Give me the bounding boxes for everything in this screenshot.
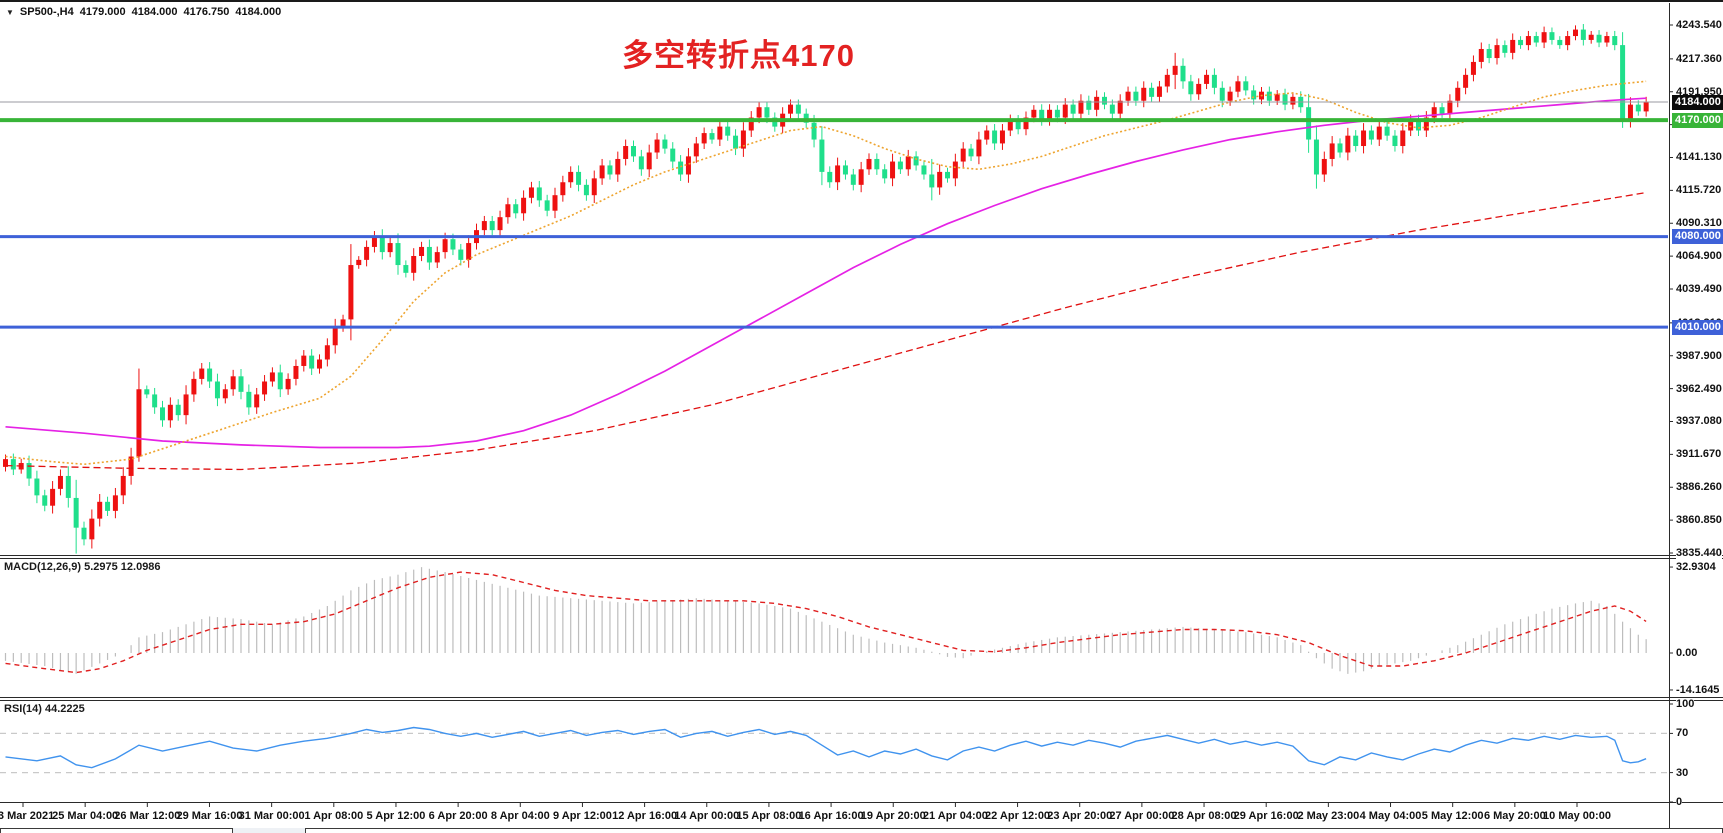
price-axis-label: 4141.130	[1676, 151, 1722, 164]
price-axis-label: 4115.720	[1676, 184, 1722, 197]
price-axis-label: 3937.080	[1676, 415, 1722, 428]
time-axis-label[interactable]: 10 May 00:00	[1543, 810, 1611, 822]
price-axis-label: 3987.900	[1676, 349, 1722, 362]
h-scrollbar-thumb[interactable]	[233, 828, 305, 833]
macd-scale-label: 32.9304	[1676, 561, 1716, 574]
time-axis-label[interactable]: 28 Apr 08:00	[1171, 810, 1237, 822]
time-axis-label[interactable]: 8 Apr 04:00	[490, 810, 550, 822]
time-axis-label[interactable]: 22 Apr 12:00	[985, 810, 1051, 822]
collapse-panel-icon[interactable]: ▼	[6, 7, 14, 17]
time-axis-label[interactable]: 31 Mar 00:00	[238, 810, 305, 822]
annotation-pivot-text: 多空转折点4170	[622, 38, 855, 73]
rsi-scale-label: 30	[1676, 766, 1689, 779]
price-axis-label: 4217.360	[1676, 52, 1722, 65]
time-axis-label[interactable]: 2 May 23:00	[1297, 810, 1360, 822]
h-scrollbar-track-right[interactable]	[305, 828, 1723, 833]
ma-mid-magenta	[5, 97, 1647, 449]
time-axis-label[interactable]: 5 May 12:00	[1421, 810, 1484, 822]
time-axis-label[interactable]: 26 Mar 12:00	[114, 810, 181, 822]
macd-scale-label: 0.00	[1676, 647, 1698, 659]
rsi-line	[5, 726, 1647, 769]
price-axis-label: 3835.440	[1676, 547, 1722, 559]
symbol-period-label: SP500-,H4	[19, 6, 74, 18]
macd-scale-label: -14.1645	[1676, 683, 1720, 696]
time-axis-label[interactable]: 14 Apr 00:00	[674, 810, 740, 822]
price-axis-label: 4039.490	[1676, 283, 1722, 295]
time-axis-label[interactable]: 29 Apr 16:00	[1233, 810, 1299, 822]
rsi-scale-label: 100	[1676, 698, 1695, 710]
time-axis-label[interactable]: 16 Apr 16:00	[798, 810, 864, 822]
time-axis-label[interactable]: 5 Apr 12:00	[366, 810, 426, 822]
time-axis-label[interactable]: 12 Apr 16:00	[612, 810, 678, 822]
ohlc-low: 4176.750	[183, 6, 230, 18]
price-axis-label: 4064.900	[1676, 250, 1722, 263]
time-axis-label[interactable]: 23 Apr 20:00	[1047, 810, 1113, 822]
price-axis-label: 3886.260	[1676, 481, 1722, 494]
price-tag-4184.000: 4184.000	[1672, 94, 1723, 110]
time-axis-label[interactable]: 6 May 20:00	[1483, 810, 1546, 822]
time-axis-label[interactable]: 4 May 04:00	[1359, 810, 1422, 822]
rsi-scale-label: 70	[1676, 727, 1689, 740]
ohlc-open: 4179.000	[79, 6, 126, 18]
chart-header: ▼ SP500-,H4 4179.000 4184.000 4176.750 4…	[6, 6, 281, 18]
rsi-scale-label: 0	[1676, 796, 1683, 808]
time-axis-label[interactable]: 1 Apr 08:00	[304, 810, 364, 822]
macd-signal-line	[5, 571, 1647, 674]
macd-indicator-label: MACD(12,26,9) 5.2975 12.0986	[4, 561, 161, 573]
price-tag-4080.000: 4080.000	[1672, 229, 1723, 245]
time-axis-label[interactable]: 9 Apr 12:00	[552, 810, 612, 822]
ohlc-close: 4184.000	[235, 6, 282, 18]
price-axis-label: 3911.670	[1676, 448, 1722, 461]
time-axis-label[interactable]: 29 Mar 16:00	[176, 810, 243, 822]
price-tag-4010.000: 4010.000	[1672, 319, 1723, 335]
ma-slow-red	[5, 191, 1647, 471]
price-axis-label: 4243.540	[1676, 19, 1722, 31]
h-scrollbar-track-left[interactable]	[0, 828, 233, 833]
time-axis-label[interactable]: 23 Mar 2021	[0, 810, 55, 822]
candlestick-series	[3, 24, 1649, 554]
rsi-indicator-label: RSI(14) 44.2225	[4, 703, 85, 715]
macd-histogram	[4, 567, 1647, 674]
time-axis-label[interactable]: 21 Apr 04:00	[922, 810, 988, 822]
time-axis-label[interactable]: 19 Apr 20:00	[860, 810, 926, 822]
price-tag-4170.000: 4170.000	[1672, 112, 1723, 128]
time-axis-label[interactable]: 25 Mar 04:00	[52, 810, 119, 822]
price-axis-label: 4090.310	[1676, 217, 1722, 230]
time-axis-label[interactable]: 27 Apr 00:00	[1109, 810, 1175, 822]
price-axis-label: 3962.490	[1676, 382, 1722, 395]
time-axis-label[interactable]: 6 Apr 20:00	[428, 810, 488, 822]
ma-fast-orange	[5, 80, 1647, 466]
price-axis-label: 3860.850	[1676, 514, 1722, 527]
time-axis-label[interactable]: 15 Apr 08:00	[736, 810, 802, 822]
ohlc-high: 4184.000	[131, 6, 178, 18]
